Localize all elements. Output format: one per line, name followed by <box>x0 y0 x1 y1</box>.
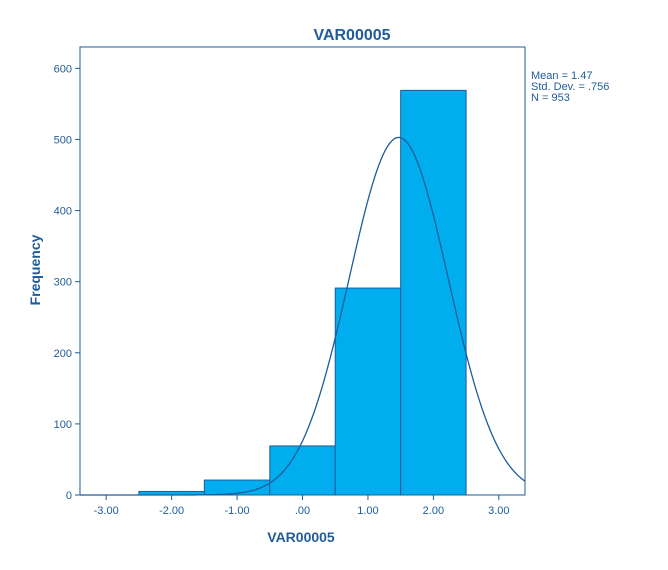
y-tick-label: 500 <box>54 134 72 146</box>
x-tick-label: .00 <box>295 505 310 517</box>
y-tick-label: 0 <box>66 490 72 502</box>
y-tick-label: 200 <box>54 348 72 360</box>
histogram-bar-5 <box>400 89 467 496</box>
y-tick-label: 300 <box>54 277 72 289</box>
y-axis-label: Frequency <box>27 234 43 305</box>
y-tick-label: 400 <box>54 206 72 218</box>
histogram-bars <box>138 89 467 496</box>
y-tick-label: 600 <box>54 63 72 75</box>
y-tick-label: 100 <box>54 419 72 431</box>
x-tick-label: -3.00 <box>94 505 119 517</box>
chart-title: VAR00005 <box>313 27 390 44</box>
x-tick-label: -1.00 <box>225 505 250 517</box>
histogram-bar-4 <box>334 287 402 496</box>
stat-n: N = 953 <box>531 92 570 104</box>
stat-std-dev: Std. Dev. = .756 <box>531 81 609 93</box>
y-axis-ticks: 0 100 200 300 400 500 600 <box>54 63 80 502</box>
x-tick-label: 2.00 <box>423 505 444 517</box>
x-tick-label: 3.00 <box>488 505 509 517</box>
histogram-bar-3 <box>269 445 336 496</box>
x-axis-label: VAR00005 <box>267 529 335 545</box>
x-tick-label: -2.00 <box>159 505 184 517</box>
x-axis-ticks: -3.00 -2.00 -1.00 .00 1.00 2.00 3.00 <box>94 495 510 517</box>
stats-box: Mean = 1.47 Std. Dev. = .756 N = 953 <box>531 70 609 104</box>
x-tick-label: 1.00 <box>357 505 378 517</box>
stat-mean: Mean = 1.47 <box>531 70 592 82</box>
